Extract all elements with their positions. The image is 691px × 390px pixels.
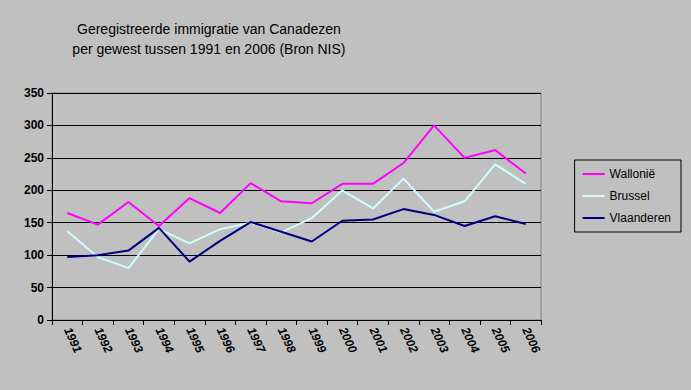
svg-text:2004: 2004 bbox=[458, 324, 483, 355]
svg-text:2001: 2001 bbox=[366, 324, 391, 355]
svg-text:1998: 1998 bbox=[275, 325, 299, 355]
svg-text:1991: 1991 bbox=[61, 325, 85, 355]
svg-text:1997: 1997 bbox=[244, 325, 269, 356]
svg-text:50: 50 bbox=[31, 281, 45, 295]
svg-text:1996: 1996 bbox=[214, 325, 238, 355]
svg-text:2003: 2003 bbox=[427, 324, 452, 355]
svg-text:Brussel: Brussel bbox=[610, 189, 650, 203]
svg-text:1993: 1993 bbox=[122, 325, 146, 355]
svg-text:2000: 2000 bbox=[336, 324, 361, 355]
svg-text:100: 100 bbox=[24, 248, 44, 262]
svg-text:2005: 2005 bbox=[488, 324, 513, 355]
svg-text:2006: 2006 bbox=[519, 324, 544, 355]
svg-text:Wallonië: Wallonië bbox=[610, 167, 656, 181]
svg-text:Geregistreerde immigratie van: Geregistreerde immigratie van Canadezen bbox=[77, 21, 341, 37]
svg-text:150: 150 bbox=[24, 216, 44, 230]
svg-text:200: 200 bbox=[24, 183, 44, 197]
svg-text:Vlaanderen: Vlaanderen bbox=[610, 211, 671, 225]
svg-text:0: 0 bbox=[37, 313, 44, 327]
svg-text:1995: 1995 bbox=[183, 325, 207, 355]
svg-text:1999: 1999 bbox=[305, 325, 329, 355]
svg-text:1992: 1992 bbox=[92, 325, 116, 355]
svg-text:250: 250 bbox=[24, 151, 44, 165]
svg-text:per gewest tussen 1991 en 2006: per gewest tussen 1991 en 2006 (Bron NIS… bbox=[72, 41, 345, 57]
svg-text:300: 300 bbox=[24, 118, 44, 132]
svg-text:1994: 1994 bbox=[153, 325, 177, 355]
svg-text:350: 350 bbox=[24, 86, 44, 100]
svg-text:2002: 2002 bbox=[397, 324, 422, 355]
